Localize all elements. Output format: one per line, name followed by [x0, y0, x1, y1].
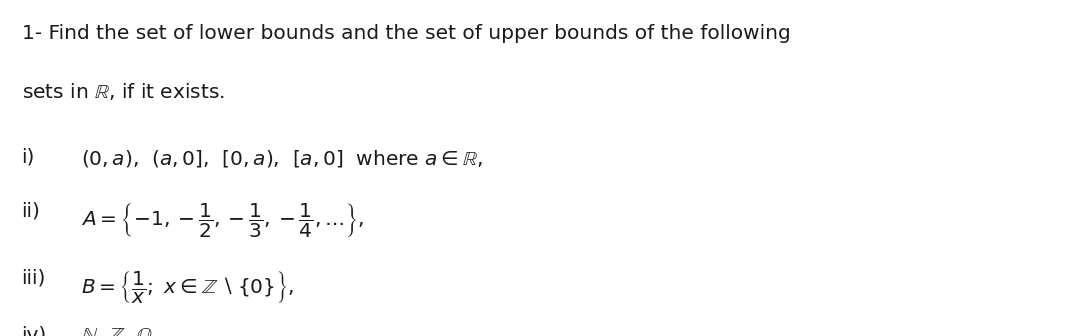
- Text: sets in $\mathbb{R}$, if it exists.: sets in $\mathbb{R}$, if it exists.: [22, 81, 225, 101]
- Text: $\mathbb{N}$, $\mathbb{Z}$, $\mathbb{Q}$.: $\mathbb{N}$, $\mathbb{Z}$, $\mathbb{Q}$…: [81, 326, 158, 336]
- Text: iv): iv): [22, 326, 46, 336]
- Text: 1- Find the set of lower bounds and the set of upper bounds of the following: 1- Find the set of lower bounds and the …: [22, 24, 791, 43]
- Text: $B = \left\{\dfrac{1}{x};\ x \in \mathbb{Z}\setminus\{0\}\right\}$,: $B = \left\{\dfrac{1}{x};\ x \in \mathbb…: [81, 269, 294, 305]
- Text: ii): ii): [22, 202, 40, 221]
- Text: i): i): [22, 148, 35, 167]
- Text: $(0, a)$,  $(a, 0]$,  $[0, a)$,  $[a, 0]$  where $a \in \mathbb{R}$,: $(0, a)$, $(a, 0]$, $[0, a)$, $[a, 0]$ w…: [81, 148, 483, 169]
- Text: $A = \left\{-1, -\dfrac{1}{2}, -\dfrac{1}{3}, -\dfrac{1}{4}, \ldots\right\}$,: $A = \left\{-1, -\dfrac{1}{2}, -\dfrac{1…: [81, 202, 364, 240]
- Text: iii): iii): [22, 269, 46, 288]
